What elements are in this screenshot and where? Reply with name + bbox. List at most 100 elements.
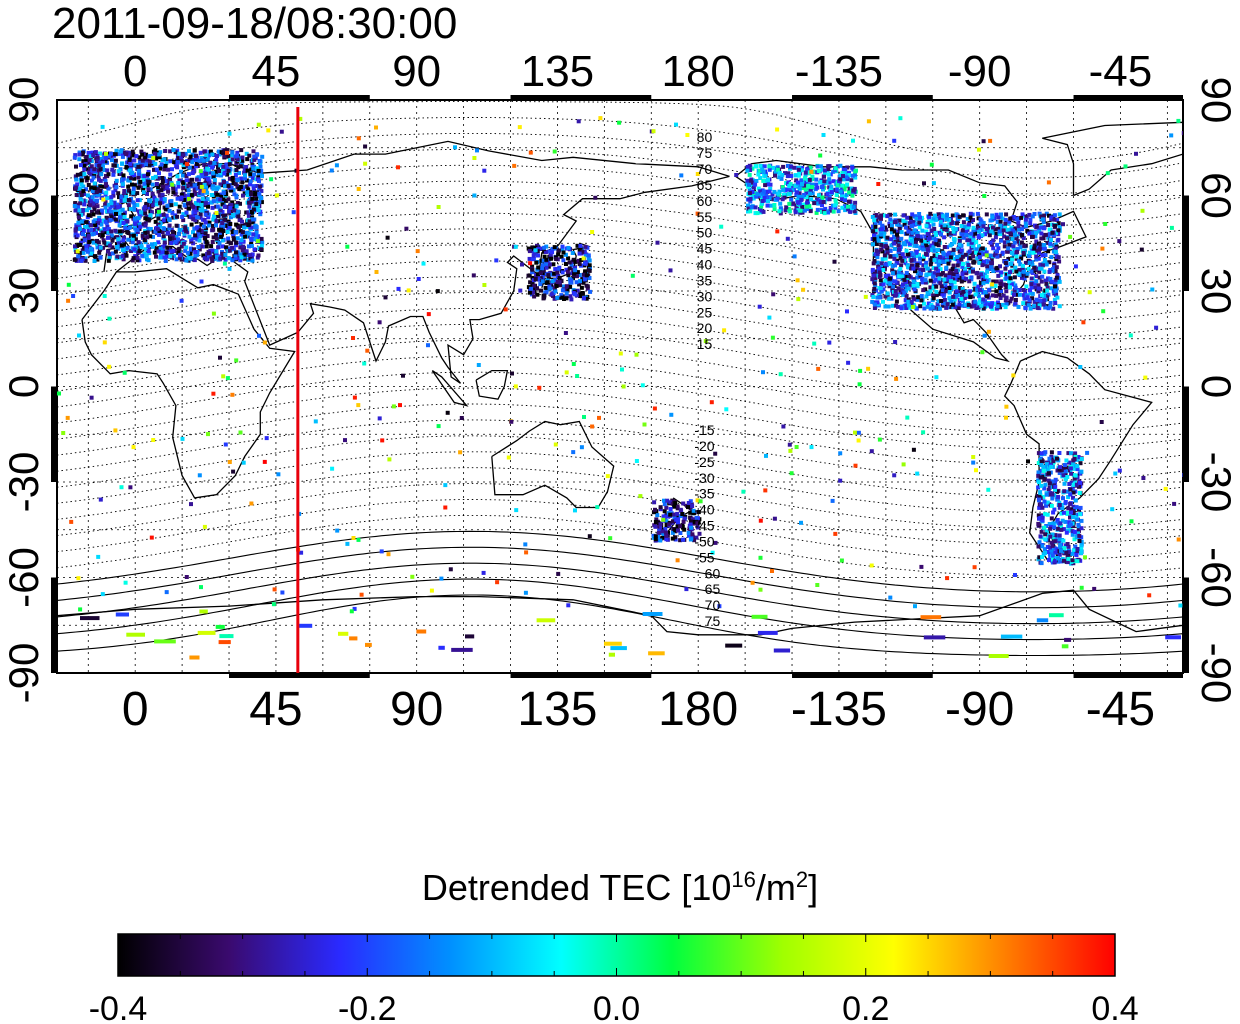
tec-pixel — [210, 205, 215, 210]
tec-pixel — [241, 244, 246, 249]
tec-pixel — [176, 232, 181, 237]
tec-pixel — [544, 290, 549, 295]
tec-pixel — [234, 204, 239, 209]
tec-pixel — [980, 263, 985, 268]
tec-pixel — [882, 231, 887, 236]
tec-pixel — [190, 171, 195, 175]
tec-pixel — [1062, 481, 1067, 486]
tec-pixel — [822, 168, 827, 173]
tec-pixel — [772, 207, 777, 212]
tec-pixel — [794, 178, 799, 183]
tec-pixel — [145, 191, 149, 196]
tec-pixel — [127, 156, 132, 161]
tec-pixel — [133, 237, 138, 242]
tec-pixel — [748, 196, 753, 201]
tec-pixel — [1023, 217, 1028, 222]
tec-pixel — [106, 154, 111, 159]
tec-pixel — [671, 519, 675, 524]
tec-pixel — [1072, 457, 1077, 461]
tec-pixel — [957, 302, 962, 307]
tec-pixel — [182, 231, 187, 236]
tec-pixel — [604, 641, 622, 646]
tec-pixel — [222, 148, 227, 153]
tec-pixel — [1044, 262, 1049, 267]
tec-pixel — [112, 204, 117, 209]
tec-pixel — [89, 227, 93, 232]
tec-pixel — [230, 258, 235, 263]
coastline — [244, 175, 730, 384]
tec-pixel — [93, 254, 97, 259]
tec-pixel — [844, 175, 849, 180]
tec-pixel — [919, 238, 924, 243]
tec-pixel — [952, 280, 957, 285]
coastline — [57, 589, 1183, 636]
tec-pixel — [1044, 503, 1049, 508]
tec-pixel — [804, 180, 809, 185]
tec-pixel — [787, 184, 792, 189]
tec-pixel — [1042, 486, 1047, 491]
tec-pixel — [875, 295, 880, 300]
tec-pixel — [1020, 266, 1025, 271]
tec-pixel — [189, 248, 193, 253]
tec-pixel — [889, 237, 894, 242]
tec-pixel — [908, 234, 913, 239]
tec-pixel — [84, 158, 89, 163]
tec-pixel — [227, 224, 232, 229]
tec-pixel — [551, 262, 556, 267]
tec-pixel — [117, 240, 122, 245]
tec-pixel — [1072, 537, 1077, 542]
tec-pixel — [243, 234, 248, 239]
tec-pixel — [154, 182, 159, 186]
tec-pixel — [923, 278, 928, 283]
tec-pixel — [235, 201, 240, 205]
tec-pixel — [801, 202, 806, 207]
tec-pixel — [808, 165, 813, 170]
tec-pixel — [940, 225, 945, 230]
tec-pixel — [935, 302, 940, 306]
tec-pixel — [1042, 269, 1047, 274]
tec-pixel — [907, 241, 912, 246]
tec-pixel — [78, 226, 83, 231]
tec-pixel — [673, 537, 678, 542]
tec-pixel — [223, 252, 228, 257]
tec-pixel — [748, 179, 753, 184]
tec-pixel — [1002, 244, 1007, 249]
tec-pixel — [808, 191, 813, 196]
tec-pixel — [79, 182, 84, 187]
tec-pixel — [76, 254, 81, 259]
tec-pixel — [1057, 279, 1062, 284]
tec-pixel — [113, 217, 118, 222]
contour-line — [57, 387, 1183, 450]
tec-pixel — [926, 301, 931, 306]
tec-pixel — [826, 167, 831, 172]
tec-pixel — [907, 305, 912, 310]
tec-pixel — [875, 260, 880, 265]
tec-pixel — [978, 217, 983, 222]
tec-pixel — [747, 182, 751, 187]
tec-pixel — [146, 172, 150, 177]
tec-pixel — [210, 165, 215, 170]
tec-pixel — [929, 219, 934, 224]
tec-pixel — [914, 306, 919, 311]
tec-pixel — [91, 212, 96, 217]
tec-pixel — [545, 280, 550, 285]
tec-pixel — [131, 200, 136, 205]
tec-pixel — [969, 231, 974, 236]
tec-pixel — [1075, 547, 1080, 551]
tec-pixel — [170, 210, 175, 215]
tec-pixel — [210, 248, 215, 253]
tec-pixel — [150, 159, 155, 164]
tec-pixel — [934, 232, 939, 237]
tec-pixel — [1062, 546, 1067, 551]
tec-pixel — [255, 166, 260, 171]
tec-pixel — [950, 213, 955, 218]
tec-pixel — [577, 251, 582, 256]
tec-pixel — [1016, 271, 1021, 276]
tec-pixel — [996, 300, 1000, 305]
tec-pixel — [871, 295, 876, 299]
tec-pixel — [125, 160, 130, 165]
tec-pixel — [1055, 547, 1060, 552]
tec-pixel — [945, 245, 950, 250]
tec-pixel — [1078, 505, 1083, 510]
tec-pixel — [931, 245, 936, 250]
